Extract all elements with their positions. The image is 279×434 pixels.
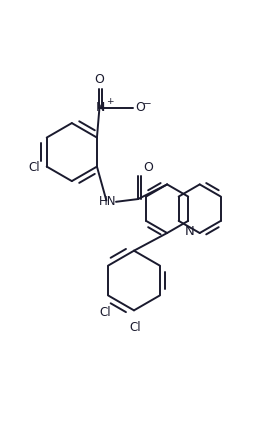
Text: HN: HN	[99, 195, 117, 208]
Text: O: O	[135, 102, 145, 115]
Text: Cl: Cl	[129, 321, 141, 334]
Text: Cl: Cl	[100, 306, 111, 319]
Text: O: O	[143, 161, 153, 174]
Text: N: N	[185, 225, 194, 238]
Text: N: N	[96, 102, 105, 115]
Text: +: +	[106, 97, 114, 106]
Text: O: O	[94, 73, 104, 86]
Text: Cl: Cl	[28, 161, 40, 174]
Text: −: −	[143, 99, 152, 109]
